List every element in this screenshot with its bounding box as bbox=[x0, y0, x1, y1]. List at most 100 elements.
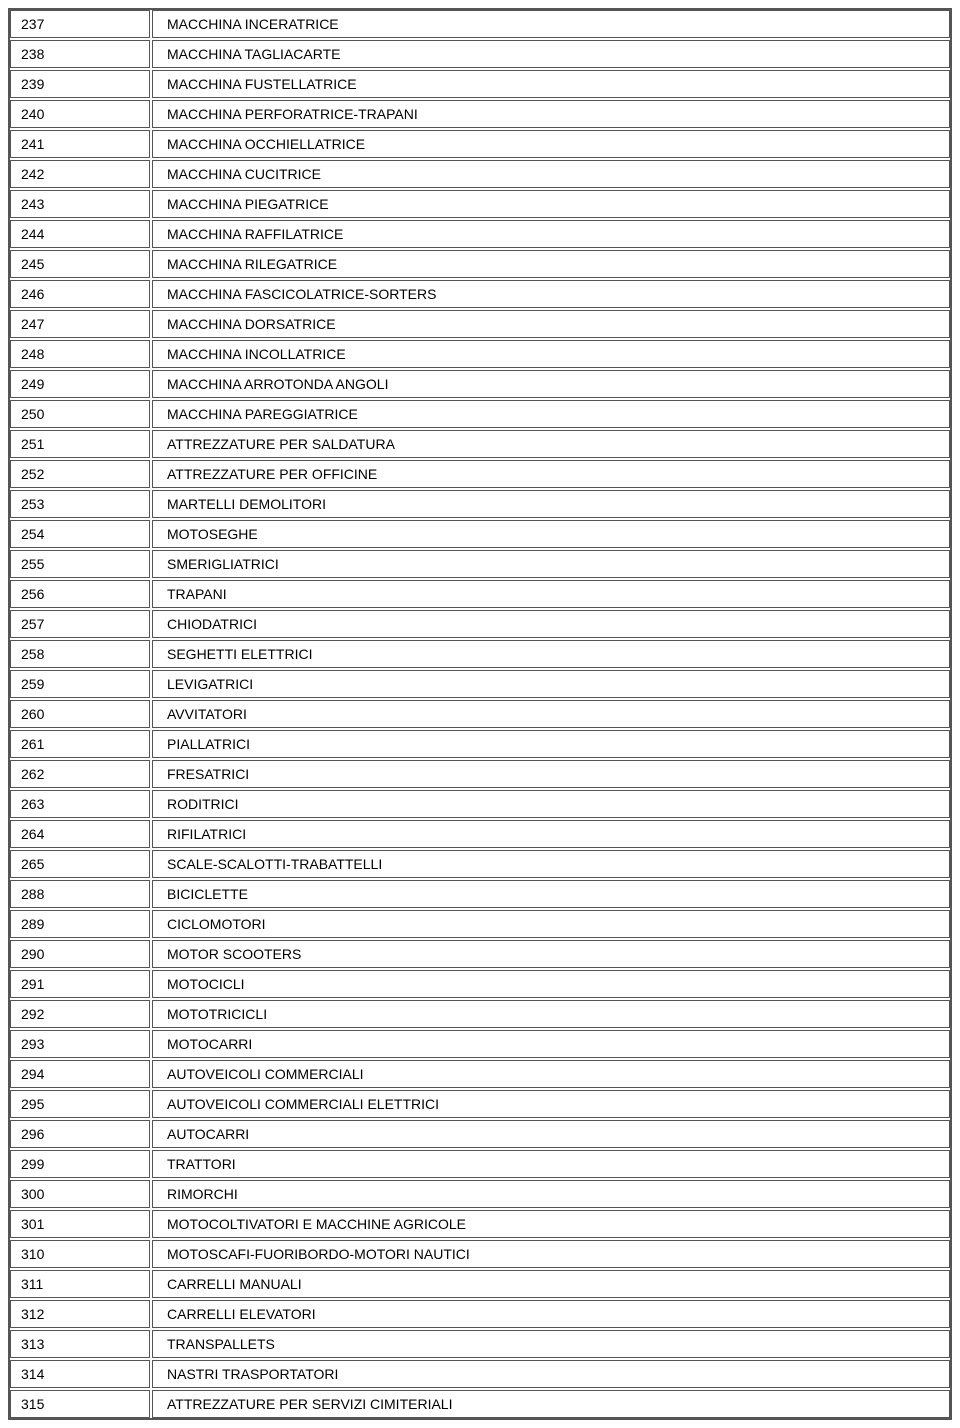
code-cell: 291 bbox=[10, 970, 150, 998]
description-cell: MARTELLI DEMOLITORI bbox=[152, 490, 950, 518]
description-cell: ATTREZZATURE PER OFFICINE bbox=[152, 460, 950, 488]
code-cell: 301 bbox=[10, 1210, 150, 1238]
code-cell: 289 bbox=[10, 910, 150, 938]
description-cell: MOTOCARRI bbox=[152, 1030, 950, 1058]
table-row: 240MACCHINA PERFORATRICE-TRAPANI bbox=[10, 100, 950, 128]
description-cell: CICLOMOTORI bbox=[152, 910, 950, 938]
description-cell: AUTOCARRI bbox=[152, 1120, 950, 1148]
code-cell: 258 bbox=[10, 640, 150, 668]
table-row: 315ATTREZZATURE PER SERVIZI CIMITERIALI bbox=[10, 1390, 950, 1418]
table-row: 248MACCHINA INCOLLATRICE bbox=[10, 340, 950, 368]
description-cell: TRANSPALLETS bbox=[152, 1330, 950, 1358]
description-cell: MACCHINA INCOLLATRICE bbox=[152, 340, 950, 368]
code-cell: 296 bbox=[10, 1120, 150, 1148]
description-cell: MOTOCOLTIVATORI E MACCHINE AGRICOLE bbox=[152, 1210, 950, 1238]
table-row: 239MACCHINA FUSTELLATRICE bbox=[10, 70, 950, 98]
table-row: 259LEVIGATRICI bbox=[10, 670, 950, 698]
description-cell: TRATTORI bbox=[152, 1150, 950, 1178]
table-row: 289CICLOMOTORI bbox=[10, 910, 950, 938]
table-row: 255SMERIGLIATRICI bbox=[10, 550, 950, 578]
description-cell: MACCHINA ARROTONDA ANGOLI bbox=[152, 370, 950, 398]
code-cell: 246 bbox=[10, 280, 150, 308]
code-cell: 262 bbox=[10, 760, 150, 788]
description-cell: ATTREZZATURE PER SALDATURA bbox=[152, 430, 950, 458]
description-cell: MACCHINA PERFORATRICE-TRAPANI bbox=[152, 100, 950, 128]
code-cell: 292 bbox=[10, 1000, 150, 1028]
table-row: 245MACCHINA RILEGATRICE bbox=[10, 250, 950, 278]
table-row: 261PIALLATRICI bbox=[10, 730, 950, 758]
description-cell: BICICLETTE bbox=[152, 880, 950, 908]
code-cell: 238 bbox=[10, 40, 150, 68]
code-cell: 240 bbox=[10, 100, 150, 128]
code-cell: 252 bbox=[10, 460, 150, 488]
description-cell: TRAPANI bbox=[152, 580, 950, 608]
description-cell: MOTOTRICICLI bbox=[152, 1000, 950, 1028]
code-cell: 247 bbox=[10, 310, 150, 338]
description-cell: MACCHINA INCERATRICE bbox=[152, 10, 950, 38]
code-cell: 288 bbox=[10, 880, 150, 908]
code-cell: 310 bbox=[10, 1240, 150, 1268]
code-cell: 290 bbox=[10, 940, 150, 968]
description-cell: LEVIGATRICI bbox=[152, 670, 950, 698]
table-row: 241MACCHINA OCCHIELLATRICE bbox=[10, 130, 950, 158]
description-cell: SMERIGLIATRICI bbox=[152, 550, 950, 578]
code-cell: 314 bbox=[10, 1360, 150, 1388]
code-cell: 257 bbox=[10, 610, 150, 638]
description-cell: MACCHINA PAREGGIATRICE bbox=[152, 400, 950, 428]
table-row: 290MOTOR SCOOTERS bbox=[10, 940, 950, 968]
description-cell: MACCHINA FUSTELLATRICE bbox=[152, 70, 950, 98]
description-cell: CARRELLI ELEVATORI bbox=[152, 1300, 950, 1328]
table-row: 265SCALE-SCALOTTI-TRABATTELLI bbox=[10, 850, 950, 878]
table-row: 254MOTOSEGHE bbox=[10, 520, 950, 548]
table-row: 260AVVITATORI bbox=[10, 700, 950, 728]
table-row: 296AUTOCARRI bbox=[10, 1120, 950, 1148]
table-row: 243MACCHINA PIEGATRICE bbox=[10, 190, 950, 218]
table-row: 310MOTOSCAFI-FUORIBORDO-MOTORI NAUTICI bbox=[10, 1240, 950, 1268]
table-row: 312CARRELLI ELEVATORI bbox=[10, 1300, 950, 1328]
code-cell: 261 bbox=[10, 730, 150, 758]
code-cell: 312 bbox=[10, 1300, 150, 1328]
data-table: 237MACCHINA INCERATRICE238MACCHINA TAGLI… bbox=[8, 8, 952, 1420]
description-cell: MOTOSEGHE bbox=[152, 520, 950, 548]
description-cell: FRESATRICI bbox=[152, 760, 950, 788]
description-cell: MACCHINA TAGLIACARTE bbox=[152, 40, 950, 68]
table-row: 301MOTOCOLTIVATORI E MACCHINE AGRICOLE bbox=[10, 1210, 950, 1238]
code-cell: 299 bbox=[10, 1150, 150, 1178]
code-cell: 254 bbox=[10, 520, 150, 548]
code-cell: 264 bbox=[10, 820, 150, 848]
code-cell: 245 bbox=[10, 250, 150, 278]
description-cell: AUTOVEICOLI COMMERCIALI bbox=[152, 1060, 950, 1088]
table-row: 292MOTOTRICICLI bbox=[10, 1000, 950, 1028]
table-row: 291MOTOCICLI bbox=[10, 970, 950, 998]
table-row: 250MACCHINA PAREGGIATRICE bbox=[10, 400, 950, 428]
code-cell: 293 bbox=[10, 1030, 150, 1058]
table-row: 314NASTRI TRASPORTATORI bbox=[10, 1360, 950, 1388]
table-row: 253MARTELLI DEMOLITORI bbox=[10, 490, 950, 518]
description-cell: RODITRICI bbox=[152, 790, 950, 818]
code-cell: 313 bbox=[10, 1330, 150, 1358]
description-cell: CHIODATRICI bbox=[152, 610, 950, 638]
code-cell: 315 bbox=[10, 1390, 150, 1418]
code-cell: 259 bbox=[10, 670, 150, 698]
description-cell: MACCHINA OCCHIELLATRICE bbox=[152, 130, 950, 158]
table-row: 257CHIODATRICI bbox=[10, 610, 950, 638]
table-row: 249MACCHINA ARROTONDA ANGOLI bbox=[10, 370, 950, 398]
table-row: 247MACCHINA DORSATRICE bbox=[10, 310, 950, 338]
description-cell: SEGHETTI ELETTRICI bbox=[152, 640, 950, 668]
description-cell: MACCHINA FASCICOLATRICE-SORTERS bbox=[152, 280, 950, 308]
table-row: 237MACCHINA INCERATRICE bbox=[10, 10, 950, 38]
code-cell: 244 bbox=[10, 220, 150, 248]
table-row: 262FRESATRICI bbox=[10, 760, 950, 788]
table-row: 299TRATTORI bbox=[10, 1150, 950, 1178]
table-row: 244MACCHINA RAFFILATRICE bbox=[10, 220, 950, 248]
description-cell: AVVITATORI bbox=[152, 700, 950, 728]
description-cell: MACCHINA CUCITRICE bbox=[152, 160, 950, 188]
table-row: 295AUTOVEICOLI COMMERCIALI ELETTRICI bbox=[10, 1090, 950, 1118]
description-cell: RIFILATRICI bbox=[152, 820, 950, 848]
table-row: 264RIFILATRICI bbox=[10, 820, 950, 848]
description-cell: MACCHINA RAFFILATRICE bbox=[152, 220, 950, 248]
table-row: 258SEGHETTI ELETTRICI bbox=[10, 640, 950, 668]
table-row: 263RODITRICI bbox=[10, 790, 950, 818]
description-cell: SCALE-SCALOTTI-TRABATTELLI bbox=[152, 850, 950, 878]
description-cell: MOTOCICLI bbox=[152, 970, 950, 998]
